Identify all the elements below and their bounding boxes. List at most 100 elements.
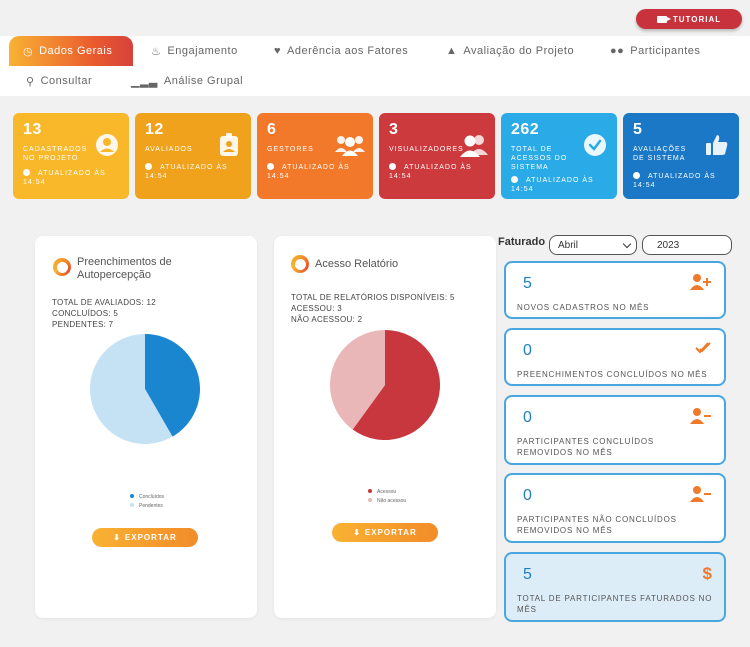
- user-plus-icon: [690, 273, 712, 295]
- faturado-label: Faturado: [498, 236, 546, 248]
- kpi-label: CADASTRADOS NO PROJETO: [23, 146, 88, 162]
- users-icon: [459, 133, 489, 157]
- tab-label: Análise Grupal: [163, 75, 244, 87]
- dollar-icon: $: [702, 564, 712, 583]
- double-check-icon: [694, 340, 712, 360]
- month-select[interactable]: Abril: [549, 235, 637, 255]
- download-icon: ⬇: [353, 528, 361, 537]
- panel-title: Preenchimentos de Autopercepção: [77, 256, 172, 281]
- legend-item: Não acessou: [368, 497, 406, 506]
- tutorial-button[interactable]: TUTORIAL: [636, 9, 742, 29]
- tab-label: Dados Gerais: [39, 45, 113, 57]
- monthly-card-preenchimentos: 0 PREENCHIMENTOS CONCLUÍDOS NO MÊS: [504, 328, 726, 386]
- group-icon: [335, 133, 365, 157]
- heart-icon: ♥: [274, 45, 282, 57]
- panel-stats: TOTAL DE AVALIADOS: 12 CONCLUÍDOS: 5 PEN…: [52, 298, 156, 329]
- users-icon: ●●: [610, 45, 625, 57]
- user-circle-icon: [95, 133, 119, 157]
- monthly-label: PARTICIPANTES CONCLUÍDOS REMOVIDOS NO MÊ…: [517, 437, 654, 457]
- kpi-card-avaliacoes: 5 AVALIAÇÕES DE SISTEMA ATUALIZADO ÀS 14…: [623, 113, 739, 199]
- tab-consultar[interactable]: ⚲ Consultar: [26, 67, 92, 95]
- fire-icon: ♨: [151, 45, 162, 58]
- pie-slice-concluídos: [145, 334, 200, 437]
- thumbs-up-icon: [705, 133, 729, 157]
- chart-legend: Acessou Não acessou: [368, 488, 406, 506]
- monthly-label: PARTICIPANTES NÃO CONCLUÍDOS REMOVIDOS N…: [517, 515, 677, 535]
- monthly-value: 0: [523, 487, 532, 504]
- kpi-value: 5: [633, 121, 643, 138]
- signal-icon: ▁▂▃: [131, 75, 158, 88]
- tutorial-label: TUTORIAL: [672, 14, 722, 24]
- kpi-updated: ATUALIZADO ÀS 14:54: [389, 163, 472, 180]
- monthly-value: 5: [523, 275, 532, 292]
- pie-slice-acessou: [352, 330, 440, 440]
- kpi-label: GESTORES: [267, 146, 314, 153]
- tab-engajamento[interactable]: ♨ Engajamento: [151, 37, 238, 65]
- monthly-card-faturados: 5 TOTAL DE PARTICIPANTES FATURADOS NO MÊ…: [504, 552, 726, 622]
- tab-participantes[interactable]: ●● Participantes: [610, 37, 700, 65]
- user-minus-icon: [690, 407, 712, 429]
- kpi-updated: ATUALIZADO ÀS 14:54: [23, 169, 106, 186]
- tab-avaliacao-projeto[interactable]: ▲ Avaliação do Projeto: [446, 37, 574, 65]
- clock-icon: [389, 163, 396, 170]
- kpi-card-avaliados: 12 AVALIADOS ATUALIZADO ÀS 14:54: [135, 113, 251, 199]
- chart-legend: Concluídos Pendentes: [130, 493, 164, 511]
- monthly-label: PREENCHIMENTOS CONCLUÍDOS NO MÊS: [517, 370, 708, 379]
- monthly-card-nao-concluidos-removidos: 0 PARTICIPANTES NÃO CONCLUÍDOS REMOVIDOS…: [504, 473, 726, 543]
- tab-label: Avaliação do Projeto: [463, 45, 575, 57]
- clock-icon: [633, 172, 640, 179]
- kpi-card-acessos: 262 TOTAL DE ACESSOS DO SISTEMA ATUALIZA…: [501, 113, 617, 199]
- monthly-value: 0: [523, 409, 532, 426]
- kpi-value: 262: [511, 121, 540, 138]
- kpi-label: AVALIADOS: [145, 146, 193, 153]
- kpi-value: 12: [145, 121, 164, 138]
- kpi-value: 6: [267, 121, 277, 138]
- tab-label: Engajamento: [167, 45, 238, 57]
- kpi-label: VISUALIZADORES: [389, 146, 464, 153]
- clock-icon: [511, 176, 518, 183]
- chart-badge-icon: [53, 258, 71, 276]
- kpi-updated: ATUALIZADO ÀS 14:54: [145, 163, 228, 180]
- kpi-card-visualizadores: 3 VISUALIZADORES ATUALIZADO ÀS 14:54: [379, 113, 495, 199]
- kpi-value: 13: [23, 121, 42, 138]
- tab-aderencia[interactable]: ♥ Aderência aos Fatores: [274, 37, 408, 65]
- export-button[interactable]: ⬇ EXPORTAR: [332, 523, 438, 542]
- legend-item: Concluídos: [130, 493, 164, 502]
- kpi-card-gestores: 6 GESTORES ATUALIZADO ÀS 14:54: [257, 113, 373, 199]
- kpi-updated: ATUALIZADO ÀS 14:54: [267, 163, 350, 180]
- pie-chart-autopercepcao: [90, 334, 200, 444]
- tab-label: Participantes: [630, 45, 701, 57]
- monthly-card-novos-cadastros: 5 NOVOS CADASTROS NO MÊS: [504, 261, 726, 319]
- tab-label: Aderência aos Fatores: [287, 45, 409, 57]
- thumbs-up-icon: ▲: [446, 45, 458, 57]
- clock-icon: [23, 169, 30, 176]
- kpi-label: TOTAL DE ACESSOS DO SISTEMA: [511, 146, 568, 171]
- panel-title: Acesso Relatório: [315, 258, 399, 270]
- chart-icon: ◷: [23, 45, 34, 58]
- legend-item: Acessou: [368, 488, 406, 497]
- monthly-value: 0: [523, 342, 532, 359]
- legend-item: Pendentes: [130, 502, 164, 511]
- user-minus-icon: [690, 485, 712, 507]
- kpi-updated: ATUALIZADO ÀS 14:54: [633, 172, 716, 189]
- tab-label: Consultar: [40, 75, 93, 87]
- check-circle-icon: [583, 133, 607, 157]
- export-button[interactable]: ⬇ EXPORTAR: [92, 528, 198, 547]
- video-icon: [656, 15, 671, 23]
- badge-icon: [217, 133, 241, 157]
- kpi-updated: ATUALIZADO ÀS 14:54: [511, 176, 594, 193]
- pie-slice-pendentes: [90, 334, 173, 444]
- download-icon: ⬇: [113, 533, 121, 542]
- monthly-card-concluidos-removidos: 0 PARTICIPANTES CONCLUÍDOS REMOVIDOS NO …: [504, 395, 726, 465]
- tab-dados-gerais[interactable]: ◷ Dados Gerais: [9, 36, 133, 66]
- pie-chart-acesso-relatorio: [330, 330, 440, 440]
- kpi-value: 3: [389, 121, 399, 138]
- chart-badge-icon: [291, 255, 309, 273]
- search-icon: ⚲: [26, 75, 35, 88]
- clock-icon: [267, 163, 274, 170]
- chevron-down-icon: [622, 239, 632, 249]
- year-input[interactable]: 2023: [642, 235, 732, 255]
- monthly-value: 5: [523, 566, 532, 583]
- tab-navigation: ◷ Dados Gerais ♨ Engajamento ♥ Aderência…: [0, 36, 750, 96]
- tab-analise-grupal[interactable]: ▁▂▃ Análise Grupal: [131, 67, 243, 95]
